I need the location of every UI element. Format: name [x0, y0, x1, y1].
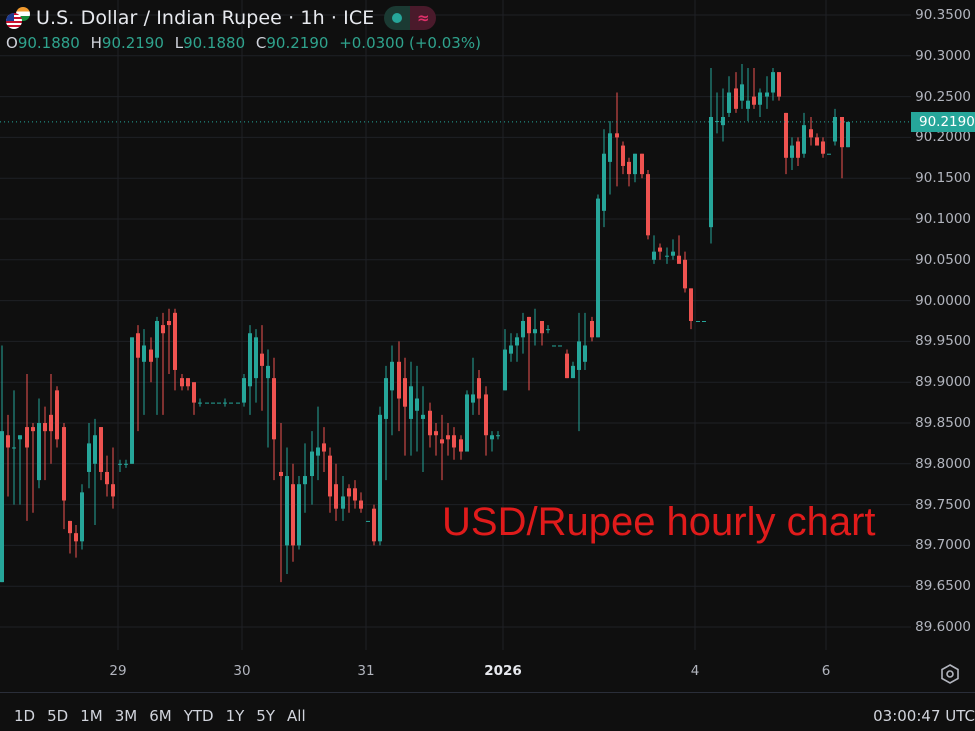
- market-open-indicator[interactable]: [384, 6, 411, 30]
- dot-icon: [392, 13, 403, 23]
- range-button-3m[interactable]: 3M: [114, 707, 138, 725]
- time-tick-label: 4: [690, 663, 700, 679]
- range-button-5y[interactable]: 5Y: [256, 707, 276, 725]
- approx-wave-icon[interactable]: ≈: [410, 6, 437, 30]
- time-tick-label: 29: [109, 663, 127, 679]
- price-tick-label: 89.6500: [915, 578, 971, 595]
- open-label: O: [6, 34, 18, 52]
- close-label: C: [255, 34, 267, 52]
- low-label: L: [174, 34, 184, 52]
- time-tick-label: 6: [821, 663, 831, 679]
- price-tick-label: 89.8500: [915, 415, 971, 431]
- close-value: 90.2190: [266, 34, 329, 52]
- price-tick-label: 90.1500: [915, 170, 971, 187]
- price-tick-label: 89.9500: [915, 333, 971, 350]
- price-tick-label: 90.1000: [915, 211, 971, 227]
- price-change: +0.0300 (+0.03%): [339, 34, 481, 52]
- price-tick-label: 89.9000: [915, 374, 971, 391]
- price-tick-label: 89.7000: [915, 537, 971, 554]
- range-button-ytd[interactable]: YTD: [183, 707, 214, 725]
- chart-annotation: USD/Rupee hourly chart: [442, 500, 876, 544]
- price-tick-label: 89.7500: [915, 496, 971, 513]
- date-range-buttons: 1D 5D 1M 3M 6M YTD 1Y 5Y All: [14, 707, 318, 725]
- candlestick-chart[interactable]: [0, 0, 975, 692]
- time-tick-label: 2026: [484, 663, 522, 679]
- open-value: 90.1880: [17, 34, 80, 52]
- last-price-label: 90.2190: [911, 111, 975, 132]
- bottom-toolbar: 1D 5D 1M 3M 6M YTD 1Y 5Y All 03:00:47 UTC: [0, 692, 975, 731]
- low-value: 90.1880: [183, 34, 246, 52]
- candles: [0, 63, 850, 583]
- symbol-flags: [6, 5, 32, 31]
- grid-lines: [0, 0, 911, 650]
- price-tick-label: 89.6000: [915, 619, 971, 635]
- range-button-6m[interactable]: 6M: [149, 707, 172, 725]
- market-status-toggle[interactable]: ≈: [384, 6, 437, 30]
- price-tick-label: 90.0500: [915, 251, 971, 268]
- price-tick-label: 90.2500: [915, 88, 971, 105]
- symbol-legend: U.S. Dollar / Indian Rupee · 1h · ICE ≈ …: [6, 4, 481, 52]
- high-label: H: [90, 34, 102, 52]
- range-button-1d[interactable]: 1D: [14, 707, 36, 725]
- price-tick-label: 90.2000: [915, 129, 971, 146]
- range-button-1m[interactable]: 1M: [80, 707, 103, 725]
- range-button-5d[interactable]: 5D: [47, 707, 69, 725]
- price-tick-label: 90.3000: [915, 47, 971, 64]
- high-value: 90.2190: [101, 34, 164, 52]
- time-tick-label: 31: [357, 663, 375, 679]
- symbol-title[interactable]: U.S. Dollar / Indian Rupee · 1h · ICE: [36, 7, 375, 29]
- time-tick-label: 30: [233, 663, 251, 679]
- ohlc-values: O90.1880 H90.2190 L90.1880 C90.2190 +0.0…: [6, 34, 481, 52]
- price-tick-label: 89.8000: [915, 455, 971, 472]
- settings-gear-icon[interactable]: [939, 663, 961, 685]
- price-tick-label: 90.0000: [915, 292, 971, 309]
- utc-clock[interactable]: 03:00:47 UTC: [873, 707, 975, 725]
- range-button-1y[interactable]: 1Y: [225, 707, 245, 725]
- price-tick-label: 90.3500: [915, 7, 971, 23]
- range-button-all[interactable]: All: [287, 707, 306, 725]
- us-flag-icon: [6, 13, 22, 29]
